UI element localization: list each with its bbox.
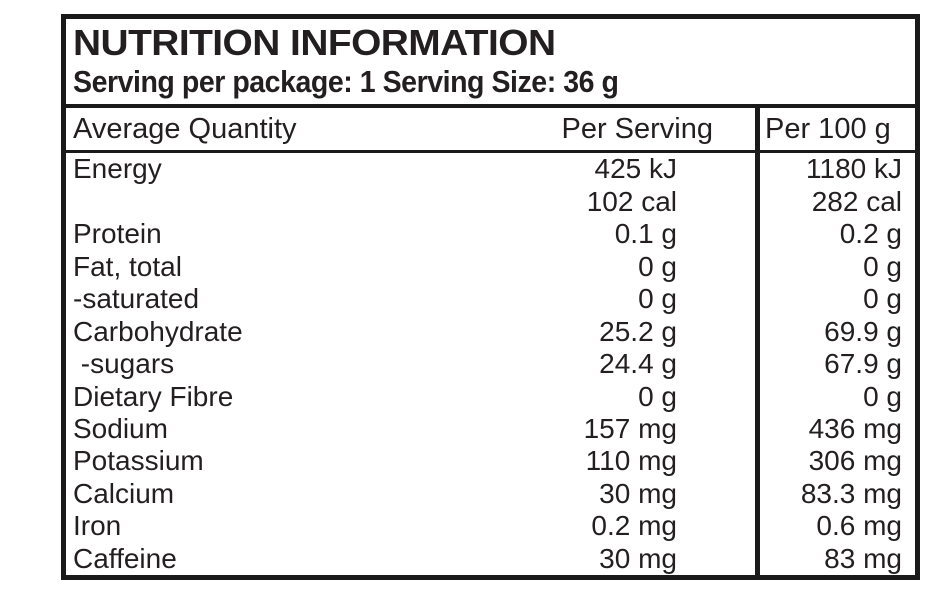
table-row: Energy 425 kJ 1180 kJ [66,153,915,186]
per-100g-value: 306 mg [755,445,915,478]
nutrient-label: Fat, total [73,250,182,282]
nutrition-label-panel: NUTRITION INFORMATION Serving per packag… [61,14,920,580]
table-row: Iron 0.2 mg 0.6 mg [66,510,915,543]
per-100g-value: 282 cal [755,185,915,218]
per-serving-value: 425 kJ [594,153,678,185]
label-subtitle: Serving per package: 1 Serving Size: 36 … [73,64,619,99]
per-100g-value: 0.2 g [755,217,915,251]
per-serving-value: 110 mg [585,445,677,477]
per-serving-value: 0 g [638,250,677,282]
table-row: Potassium 110 mg 306 mg [66,445,915,478]
nutrient-label: -saturated [73,283,200,315]
per-serving-value: 0.2 mg [591,510,677,542]
nutrient-label: Sodium [73,412,168,444]
per-serving-value: 30 mg [599,477,677,509]
per-100g-value: 69.9 g [755,315,915,348]
col-header-per-serving: Per Serving [561,112,713,145]
nutrient-label: Energy [73,153,162,185]
per-100g-value: 83.3 mg [755,477,915,511]
table-header-row: Average Quantity Per Serving Per 100 g [66,108,915,150]
nutrient-label: -sugars [73,348,175,380]
label-title-section: NUTRITION INFORMATION Serving per packag… [66,19,915,104]
per-100g-value: 1180 kJ [755,153,915,186]
table-row: Protein 0.1 g 0.2 g [66,217,915,251]
col-header-per-100g: Per 100 g [755,108,915,150]
per-serving-value: 25.2 g [599,315,677,347]
table-row: -sugars 24.4 g 67.9 g [66,347,915,381]
nutrient-label: Calcium [73,477,175,509]
per-serving-value: 0 g [638,283,677,315]
nutrient-label: Protein [73,218,162,250]
per-100g-value: 83 mg [755,542,915,576]
table-body: Energy 425 kJ 1180 kJ 102 cal 282 cal Pr… [66,153,915,576]
per-100g-value: 0.6 mg [755,510,915,543]
table-row: -saturated 0 g 0 g [66,282,915,316]
per-100g-value: 436 mg [755,412,915,446]
nutrient-label: Dietary Fibre [73,380,234,412]
per-100g-value: 0 g [755,250,915,283]
table-row: Sodium 157 mg 436 mg [66,412,915,446]
nutrient-label: Carbohydrate [73,315,243,347]
nutrient-label: Iron [73,510,122,542]
rule-under-title [66,104,915,108]
per-serving-value: 0.1 g [614,218,677,250]
table-row: Calcium 30 mg 83.3 mg [66,477,915,511]
per-100g-value: 67.9 g [755,347,915,381]
per-serving-value: 0 g [638,380,677,412]
table-row: Fat, total 0 g 0 g [66,250,915,283]
table-row: Carbohydrate 25.2 g 69.9 g [66,315,915,348]
per-serving-value: 102 cal [586,185,677,217]
per-serving-value: 24.4 g [599,348,677,380]
table-row: 102 cal 282 cal [66,185,915,218]
per-serving-value: 157 mg [583,412,677,444]
per-100g-value: 0 g [755,380,915,413]
nutrient-label: Caffeine [73,542,177,574]
table-row: Caffeine 30 mg 83 mg [66,542,915,576]
col-header-average-quantity: Average Quantity [73,112,297,145]
per-serving-value: 30 mg [599,542,677,574]
per-100g-value: 0 g [755,282,915,316]
rule-under-header [66,150,915,153]
table-row: Dietary Fibre 0 g 0 g [66,380,915,413]
nutrient-label: Potassium [73,445,204,477]
label-title: NUTRITION INFORMATION [73,22,556,63]
